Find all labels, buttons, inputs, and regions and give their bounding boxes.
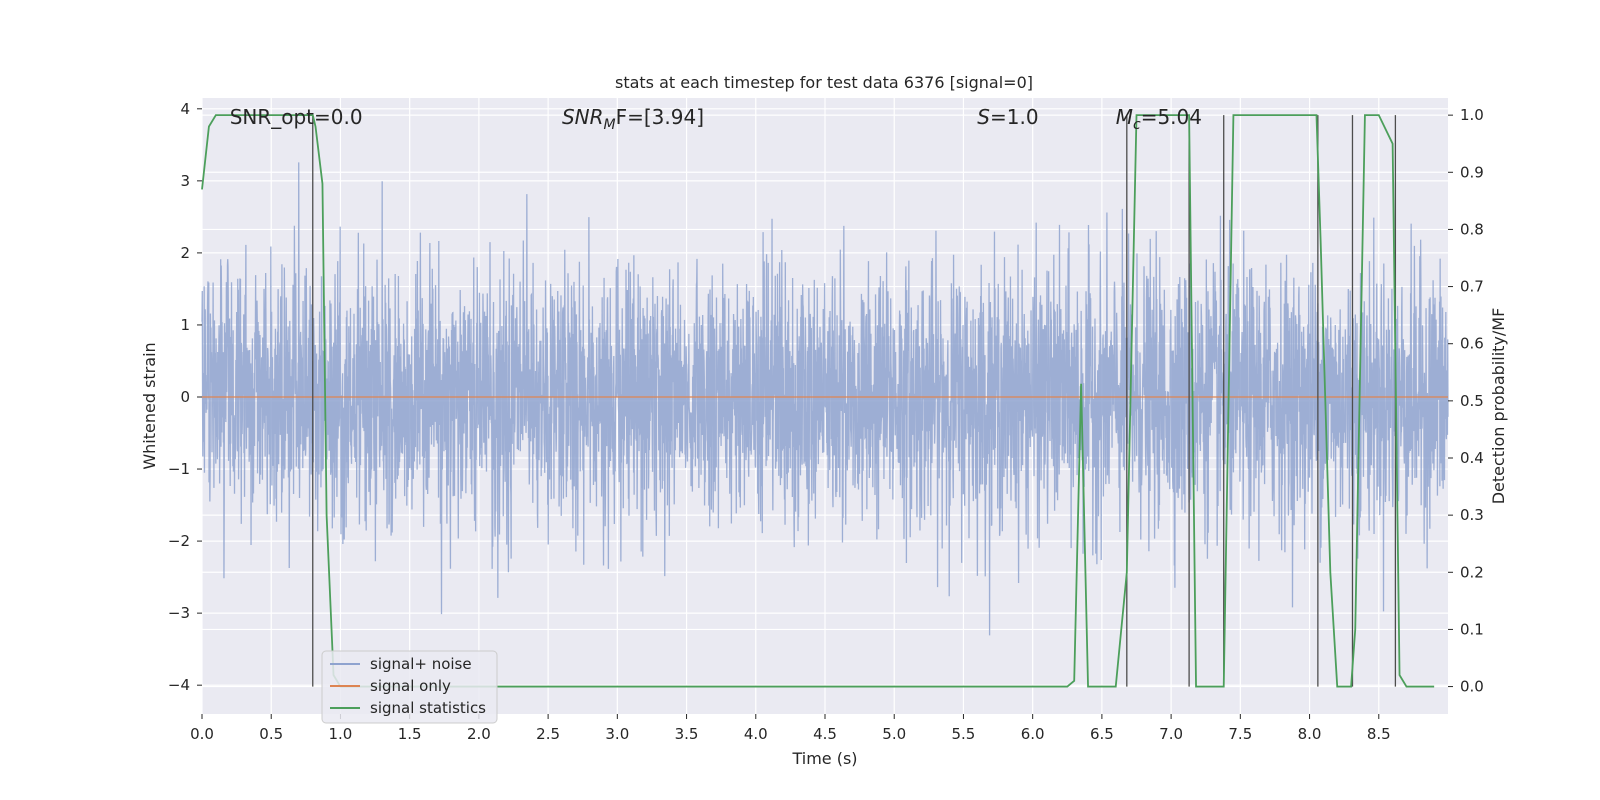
left-y-tick-label: −2 xyxy=(168,532,190,550)
legend-label-noise: signal+ noise xyxy=(370,655,472,673)
x-tick-label: 5.5 xyxy=(952,725,976,743)
right-y-tick-label: 0.0 xyxy=(1460,678,1484,696)
signal-noise-series xyxy=(201,162,1449,636)
right-y-tick-label: 0.5 xyxy=(1460,392,1484,410)
x-tick-label: 3.0 xyxy=(605,725,629,743)
annotation-label: Mc=5.04 xyxy=(1116,105,1202,133)
signal-statistics-series xyxy=(201,114,1435,688)
right-y-tick-label: 1.0 xyxy=(1460,106,1484,124)
chart-title: stats at each timestep for test data 637… xyxy=(615,73,1033,92)
right-y-tick-label: 0.1 xyxy=(1460,620,1484,638)
left-y-axis-label: Whitened strain xyxy=(140,342,159,469)
right-y-axis-ticks: 0.0 0.1 0.2 0.3 0.4 0.5 0.6 0.7 0.8 0.9 1.0 xyxy=(1448,106,1484,696)
x-tick-label: 2.5 xyxy=(536,725,560,743)
annotation-label: SNRMF=[3.94] xyxy=(562,105,704,133)
x-tick-label: 5.0 xyxy=(882,725,906,743)
legend-box xyxy=(321,650,498,724)
left-y-tick-label: −4 xyxy=(168,676,190,694)
x-tick-label: 6.5 xyxy=(1090,725,1114,743)
left-y-axis-ticks: −4 −3 −2 −1 0 1 2 3 4 xyxy=(168,100,202,694)
x-axis-label: Time (s) xyxy=(791,749,857,768)
right-y-tick-label: 0.3 xyxy=(1460,506,1484,524)
annotation-label: S=1.0 xyxy=(977,105,1038,129)
x-tick-label: 1.0 xyxy=(329,725,353,743)
left-y-tick-label: 2 xyxy=(180,244,190,262)
legend-label-stats: signal statistics xyxy=(370,699,486,717)
annotations: SNR_opt=0.0 SNRMF=[3.94] S=1.0 Mc=5.04 xyxy=(230,105,1202,133)
x-tick-label: 8.0 xyxy=(1298,725,1322,743)
x-tick-label: 7.5 xyxy=(1228,725,1252,743)
legend-label-signal: signal only xyxy=(370,677,451,695)
right-y-tick-label: 0.6 xyxy=(1460,335,1484,353)
signal-noise-line xyxy=(201,162,1449,636)
left-y-tick-label: 3 xyxy=(180,172,190,190)
legend: signal+ noise signal only signal statist… xyxy=(321,650,498,724)
x-tick-label: 4.5 xyxy=(813,725,837,743)
right-y-tick-label: 0.7 xyxy=(1460,278,1484,296)
x-tick-label: 6.0 xyxy=(1021,725,1045,743)
right-y-tick-label: 0.4 xyxy=(1460,449,1484,467)
x-tick-label: 0.5 xyxy=(259,725,283,743)
x-tick-label: 0.0 xyxy=(190,725,214,743)
left-y-tick-label: 4 xyxy=(180,100,190,118)
signal-statistics-line xyxy=(201,114,1435,688)
right-y-tick-label: 0.9 xyxy=(1460,163,1484,181)
x-axis-ticks: 0.0 0.5 1.0 1.5 2.0 2.5 3.0 3.5 4.0 4.5 5.0 5.5 6.0 6… xyxy=(190,714,1391,743)
left-y-tick-label: 1 xyxy=(180,316,190,334)
x-tick-label: 8.5 xyxy=(1367,725,1391,743)
x-tick-label: 3.5 xyxy=(675,725,699,743)
plot-area xyxy=(201,98,1449,714)
left-y-tick-label: 0 xyxy=(180,388,190,406)
x-tick-label: 1.5 xyxy=(398,725,422,743)
left-y-tick-label: −1 xyxy=(168,460,190,478)
right-y-tick-label: 0.8 xyxy=(1460,220,1484,238)
x-tick-label: 7.0 xyxy=(1159,725,1183,743)
right-y-tick-label: 0.2 xyxy=(1460,563,1484,581)
right-y-axis-label: Detection probability/MF xyxy=(1489,308,1508,505)
left-y-tick-label: −3 xyxy=(168,604,190,622)
annotation-label: SNR_opt=0.0 xyxy=(230,105,363,129)
x-tick-label: 2.0 xyxy=(467,725,491,743)
x-tick-label: 4.0 xyxy=(744,725,768,743)
